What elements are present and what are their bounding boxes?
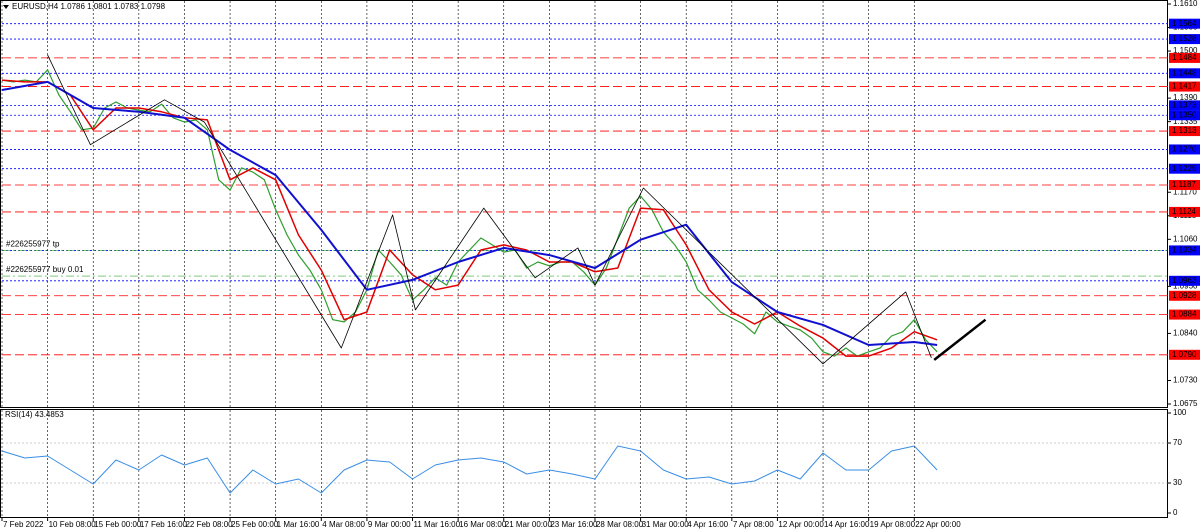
open: 1.0786 bbox=[60, 2, 85, 11]
y-tick-label: 1.1060 bbox=[1173, 234, 1198, 243]
x-tick-label: 7 Feb 2022 bbox=[3, 520, 44, 529]
series-line bbox=[1, 79, 938, 357]
level-box bbox=[1169, 206, 1200, 217]
y-tick-label: 1.0840 bbox=[1173, 329, 1198, 338]
level-box bbox=[1169, 100, 1200, 111]
x-tick-label: 14 Apr 16:00 bbox=[824, 520, 870, 529]
series-line bbox=[1, 445, 938, 494]
x-tick-label: 22 Apr 00:00 bbox=[915, 520, 961, 529]
level-box bbox=[1169, 163, 1200, 174]
level-box bbox=[1169, 52, 1200, 63]
price-pane bbox=[0, 0, 1168, 408]
level-label: 1.1124 bbox=[1172, 207, 1196, 216]
x-tick-label: 11 Mar 16:00 bbox=[414, 520, 461, 529]
y-tick-label: 100 bbox=[1173, 408, 1187, 417]
low: 1.0783 bbox=[114, 2, 139, 11]
x-tick-label: 7 Apr 08:00 bbox=[733, 520, 774, 529]
level-label: 1.1225 bbox=[1172, 164, 1197, 173]
y-tick-label: 1.1170 bbox=[1173, 187, 1197, 196]
level-label: 1.1417 bbox=[1172, 82, 1197, 91]
order-label: #226255977 buy 0.01 bbox=[6, 265, 84, 274]
x-tick-label: 19 Apr 08:00 bbox=[870, 520, 916, 529]
rsi-name: RSI(14) bbox=[5, 410, 33, 419]
x-tick-label: 9 Mar 00:00 bbox=[368, 520, 411, 529]
y-tick-label: 0 bbox=[1173, 508, 1178, 517]
level-label: 1.1528 bbox=[1172, 34, 1197, 43]
level-label: 1.1187 bbox=[1172, 180, 1196, 189]
x-tick-label: 28 Mar 08:00 bbox=[596, 520, 644, 529]
close: 1.0798 bbox=[141, 2, 166, 11]
rsi-title: RSI(14) 43.4853 bbox=[5, 410, 64, 419]
level-label: 1.0790 bbox=[1172, 350, 1197, 359]
x-tick-label: 21 Mar 00:00 bbox=[505, 520, 553, 529]
level-box bbox=[1169, 34, 1200, 45]
high: 1.0801 bbox=[87, 2, 112, 11]
x-tick-label: 4 Apr 16:00 bbox=[687, 520, 728, 529]
y-tick-label: 1.0730 bbox=[1173, 376, 1198, 385]
level-box bbox=[1169, 179, 1200, 190]
x-tick-label: 1 Mar 16:00 bbox=[277, 520, 320, 529]
level-label: 1.1270 bbox=[1172, 145, 1197, 154]
y-tick-label: 1.1500 bbox=[1173, 46, 1198, 55]
series-line bbox=[47, 54, 932, 365]
level-box bbox=[1169, 275, 1200, 286]
level-label: 1.1564 bbox=[1172, 19, 1197, 28]
x-tick-label: 15 Feb 00:00 bbox=[94, 520, 142, 529]
level-box bbox=[1169, 81, 1200, 92]
level-box bbox=[1169, 144, 1200, 155]
level-label: 1.0884 bbox=[1172, 310, 1197, 319]
level-label: 1.1034 bbox=[1172, 246, 1197, 255]
level-box bbox=[1169, 349, 1200, 360]
x-tick-label: 4 Mar 08:00 bbox=[322, 520, 365, 529]
level-label: 1.1373 bbox=[1172, 100, 1197, 109]
x-tick-label: 12 Apr 00:00 bbox=[778, 520, 824, 529]
x-tick-label: 16 Mar 08:00 bbox=[459, 520, 507, 529]
level-label: 1.0963 bbox=[1172, 276, 1197, 285]
level-label: 1.1484 bbox=[1172, 53, 1197, 62]
y-tick-label: 1.1390 bbox=[1173, 93, 1198, 102]
level-box bbox=[1169, 126, 1200, 137]
level-box bbox=[1169, 68, 1200, 79]
y-tick-label: 1.1610 bbox=[1173, 0, 1198, 8]
x-tick-label: 17 Feb 16:00 bbox=[140, 520, 188, 529]
level-box bbox=[1169, 309, 1200, 320]
level-box bbox=[1169, 290, 1200, 301]
level-label: 1.1448 bbox=[1172, 68, 1197, 77]
y-tick-label: 1.0675 bbox=[1173, 399, 1198, 408]
series-line bbox=[1, 80, 938, 346]
x-tick-label: 22 Feb 08:00 bbox=[185, 520, 233, 529]
x-tick-label: 10 Feb 08:00 bbox=[49, 520, 97, 529]
order-label: #226255977 tp bbox=[6, 240, 60, 249]
level-label: 1.1350 bbox=[1172, 110, 1197, 119]
rsi-pane bbox=[0, 409, 1168, 518]
chart-header: EURUSD,H4 1.0786 1.0801 1.0783 1.0798 bbox=[12, 2, 166, 11]
level-box bbox=[1169, 18, 1200, 29]
y-tick-label: 1.1335 bbox=[1173, 117, 1198, 126]
x-tick-label: 23 Mar 16:00 bbox=[550, 520, 598, 529]
x-tick-label: 25 Feb 00:00 bbox=[231, 520, 279, 529]
series-line bbox=[933, 318, 987, 361]
level-label: 1.1313 bbox=[1172, 126, 1197, 135]
y-tick-label: 70 bbox=[1173, 438, 1182, 447]
symbol: EURUSD,H4 bbox=[12, 2, 59, 11]
rsi-value: 43.4853 bbox=[35, 410, 64, 419]
x-tick-label: 31 Mar 00:00 bbox=[642, 520, 690, 529]
level-box bbox=[1169, 245, 1200, 256]
level-label: 1.0928 bbox=[1172, 291, 1197, 300]
menu-arrow[interactable] bbox=[3, 5, 9, 9]
y-tick-label: 30 bbox=[1173, 478, 1182, 487]
level-box bbox=[1169, 110, 1200, 121]
y-tick-label: 1.0950 bbox=[1173, 281, 1198, 290]
